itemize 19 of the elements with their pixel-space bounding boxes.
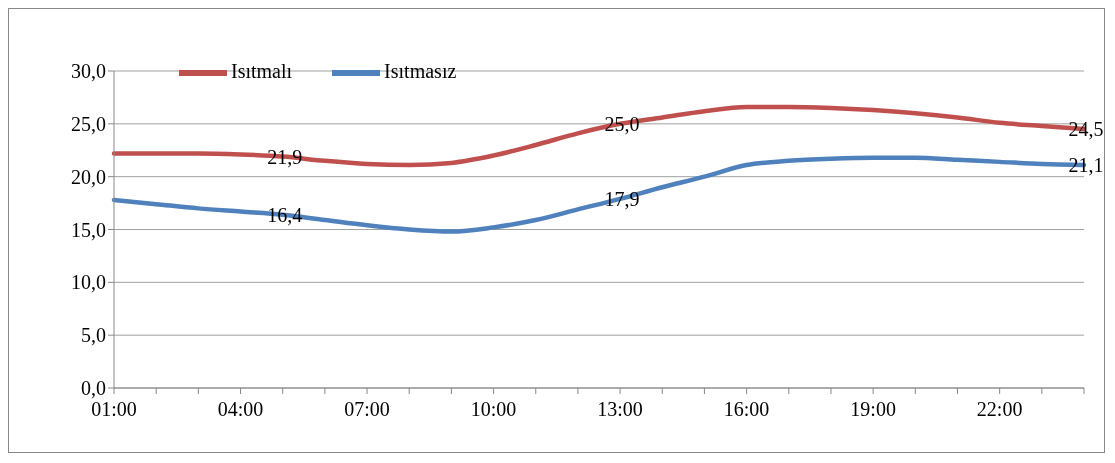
x-tick-label: 04:00 — [217, 398, 264, 421]
x-tick-label: 16:00 — [723, 398, 770, 421]
x-tick-label: 10:00 — [470, 398, 517, 421]
x-tick-label: 22:00 — [976, 398, 1023, 421]
legend-label: Isıtmalı — [231, 59, 293, 82]
x-tick-label: 19:00 — [850, 398, 896, 421]
y-tick-label: 25,0 — [71, 112, 106, 135]
data-label: 21,1 — [1068, 154, 1104, 177]
x-tick-label: 01:00 — [91, 398, 137, 421]
x-tick-label: 07:00 — [344, 398, 390, 421]
y-tick-label: 30,0 — [71, 60, 106, 83]
y-tick-label: 15,0 — [71, 218, 106, 241]
y-tick-label: 10,0 — [71, 271, 106, 294]
y-tick-label: 0,0 — [81, 377, 106, 400]
data-label: 24,5 — [1068, 118, 1104, 141]
x-tick-label: 13:00 — [597, 398, 643, 421]
y-tick-label: 5,0 — [81, 324, 106, 347]
y-tick-label: 20,0 — [71, 165, 106, 188]
legend-label: Isıtmasız — [384, 59, 457, 82]
